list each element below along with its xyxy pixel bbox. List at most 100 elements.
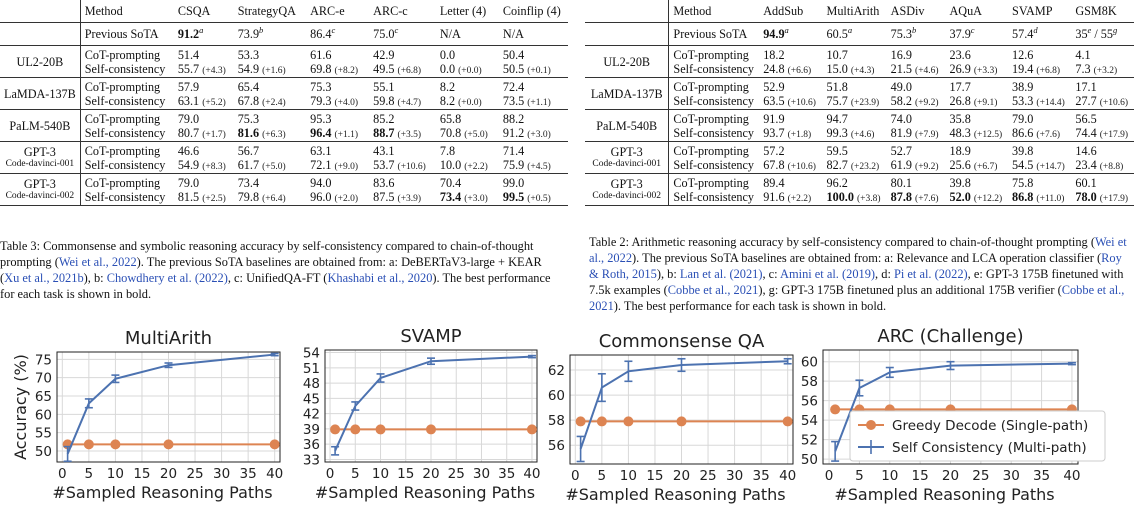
method-label: Self-consistency <box>673 157 754 172</box>
greedy-point <box>676 416 687 427</box>
table-cell: 72.4 <box>502 79 525 94</box>
greedy-point <box>269 439 280 450</box>
model-name: GPT-3 Code-davinci-001 <box>585 141 670 174</box>
table-cell: 99.5 (+0.5) <box>502 189 551 204</box>
table-cell: 57.4d <box>1012 24 1038 41</box>
table-cell: 86.6 (+7.6) <box>1012 125 1060 140</box>
column-header: Method <box>80 0 174 23</box>
table-cell: 81.6 (+6.3) <box>237 125 286 140</box>
x-tick-label: 35 <box>498 466 515 482</box>
greedy-point <box>163 439 174 450</box>
x-tick-label: 0 <box>825 468 834 484</box>
y-tick-label: 45 <box>303 391 320 407</box>
table-row: PaLM-540B CoT-prompting Self-consistency 91… <box>585 109 1134 142</box>
table-cell: 26.8 (+9.1) <box>949 93 998 108</box>
method-label: Self-consistency <box>673 93 754 108</box>
table-cell: 79.0 <box>1012 111 1034 126</box>
table-cell: 24.8 (+6.6) <box>763 61 812 76</box>
x-tick-label: 40 <box>1063 468 1080 484</box>
table-cell: 65.4 <box>237 79 260 94</box>
table-cell: 91.2a <box>177 24 204 41</box>
table-row: UL2-20B CoT-prompting Self-consistency 18.2… <box>585 45 1134 78</box>
table-cell: 70.8 (+5.0) <box>439 125 488 140</box>
method-label: Self-consistency <box>84 157 166 172</box>
x-tick-label: 5 <box>855 468 864 484</box>
table-cell: 91.2 (+3.0) <box>502 125 551 140</box>
x-axis-label: #Sampled Reasoning Paths <box>315 483 535 502</box>
table-cell: 69.8 (+8.2) <box>310 61 359 76</box>
table-cell: 80.1 <box>890 175 912 190</box>
x-axis-label: #Sampled Reasoning Paths <box>565 485 785 504</box>
table-cell: 85.2 <box>373 111 395 126</box>
sc-line <box>579 360 788 450</box>
table-cell: 67.8 (+2.4) <box>237 93 286 108</box>
table-cell: 99.3 (+4.6) <box>826 125 875 140</box>
table-row: GPT-3 Code-davinci-002 CoT-prompting Self-c… <box>0 173 568 206</box>
y-tick-label: 42 <box>303 407 320 423</box>
table-cell: 93.7 (+1.8) <box>763 125 812 140</box>
table-cell: 18.2 <box>763 47 785 62</box>
table-cell: 95.3 <box>310 111 332 126</box>
x-tick-label: 30 <box>726 468 743 484</box>
x-tick-label: 5 <box>598 468 607 484</box>
chart-title: ARC (Challenge) <box>877 326 1023 347</box>
plot-frame <box>324 349 538 463</box>
y-tick-label: 50 <box>35 444 52 460</box>
x-tick-label: 40 <box>523 466 540 482</box>
table-row: PaLM-540B CoT-prompting Self-consistency 79… <box>0 109 568 142</box>
y-tick-label: 39 <box>303 422 320 438</box>
table-cell: 56.7 <box>237 143 260 158</box>
table-cell: 91.9 <box>763 111 785 126</box>
table-cell: 51.8 <box>826 79 848 94</box>
table-cell: 80.7 (+1.7) <box>177 125 226 140</box>
table-cell: 75.9 (+4.5) <box>502 157 551 172</box>
table-cell: 96.4 (+1.1) <box>310 125 359 140</box>
table-cell: 94.0 <box>310 175 332 190</box>
table-cell: 25.6 (+6.7) <box>949 157 998 172</box>
method-label: CoT-prompting <box>673 143 749 158</box>
table-cell: 91.6 (+2.2) <box>763 189 812 204</box>
table-cell: 87.5 (+3.9) <box>373 189 422 204</box>
legend-label: Greedy Decode (Single-path) <box>892 418 1088 434</box>
chart-title: MultiArith <box>125 328 212 349</box>
model-name: PaLM-540B <box>585 109 670 142</box>
table-cell: 71.4 <box>502 143 525 158</box>
table-cell: 43.1 <box>373 143 395 158</box>
table-cell: 4.1 <box>1075 47 1091 62</box>
table-row: GPT-3 Code-davinci-002 CoT-prompting Self-c… <box>585 173 1134 206</box>
table-cell: 54.9 (+1.6) <box>237 61 286 76</box>
table-cell: 53.3 <box>237 47 260 62</box>
column-header: ARC-c <box>369 0 436 23</box>
table-cell: 75.8 <box>1012 175 1034 190</box>
chart-title: SVAMP <box>400 326 461 347</box>
table-cell: 75.3 <box>237 111 260 126</box>
table-cell: 21.5 (+4.6) <box>890 61 939 76</box>
table-cell: 86.8 (+11.0) <box>1012 189 1065 204</box>
method-label: Self-consistency <box>84 125 166 140</box>
method-label: CoT-prompting <box>84 143 161 158</box>
table-cell: 57.2 <box>763 143 785 158</box>
greedy-point <box>375 424 386 435</box>
column-header: Letter (4) <box>435 0 499 23</box>
table-cell: 55.7 (+4.3) <box>177 61 226 76</box>
x-tick-label: 20 <box>942 468 959 484</box>
table-cell: 54.5 (+14.7) <box>1012 157 1065 172</box>
model-name: LaMDA-137B <box>0 77 81 110</box>
table-cell: 35.8 <box>949 111 971 126</box>
legend <box>849 410 1106 462</box>
table-cell: 74.4 (+17.9) <box>1075 125 1129 140</box>
table-cell: 17.7 <box>949 79 971 94</box>
method-label: CoT-prompting <box>84 111 161 126</box>
y-tick-label: 58 <box>801 374 818 390</box>
greedy-point <box>782 416 793 427</box>
table-cell: 49.0 <box>890 79 912 94</box>
y-tick-label: 65 <box>35 389 52 405</box>
greedy-point <box>526 424 537 435</box>
table-cell: 56.5 <box>1075 111 1097 126</box>
x-tick-label: 25 <box>972 468 989 484</box>
y-tick-label: 62 <box>548 363 565 379</box>
table-cell: 96.0 (+2.0) <box>310 189 359 204</box>
x-tick-label: 20 <box>422 466 439 482</box>
table-cell: 86.4c <box>310 24 336 41</box>
table-3: Method CSQA StrategyQA ARC-e ARC-c Letter (4)… <box>0 0 568 206</box>
